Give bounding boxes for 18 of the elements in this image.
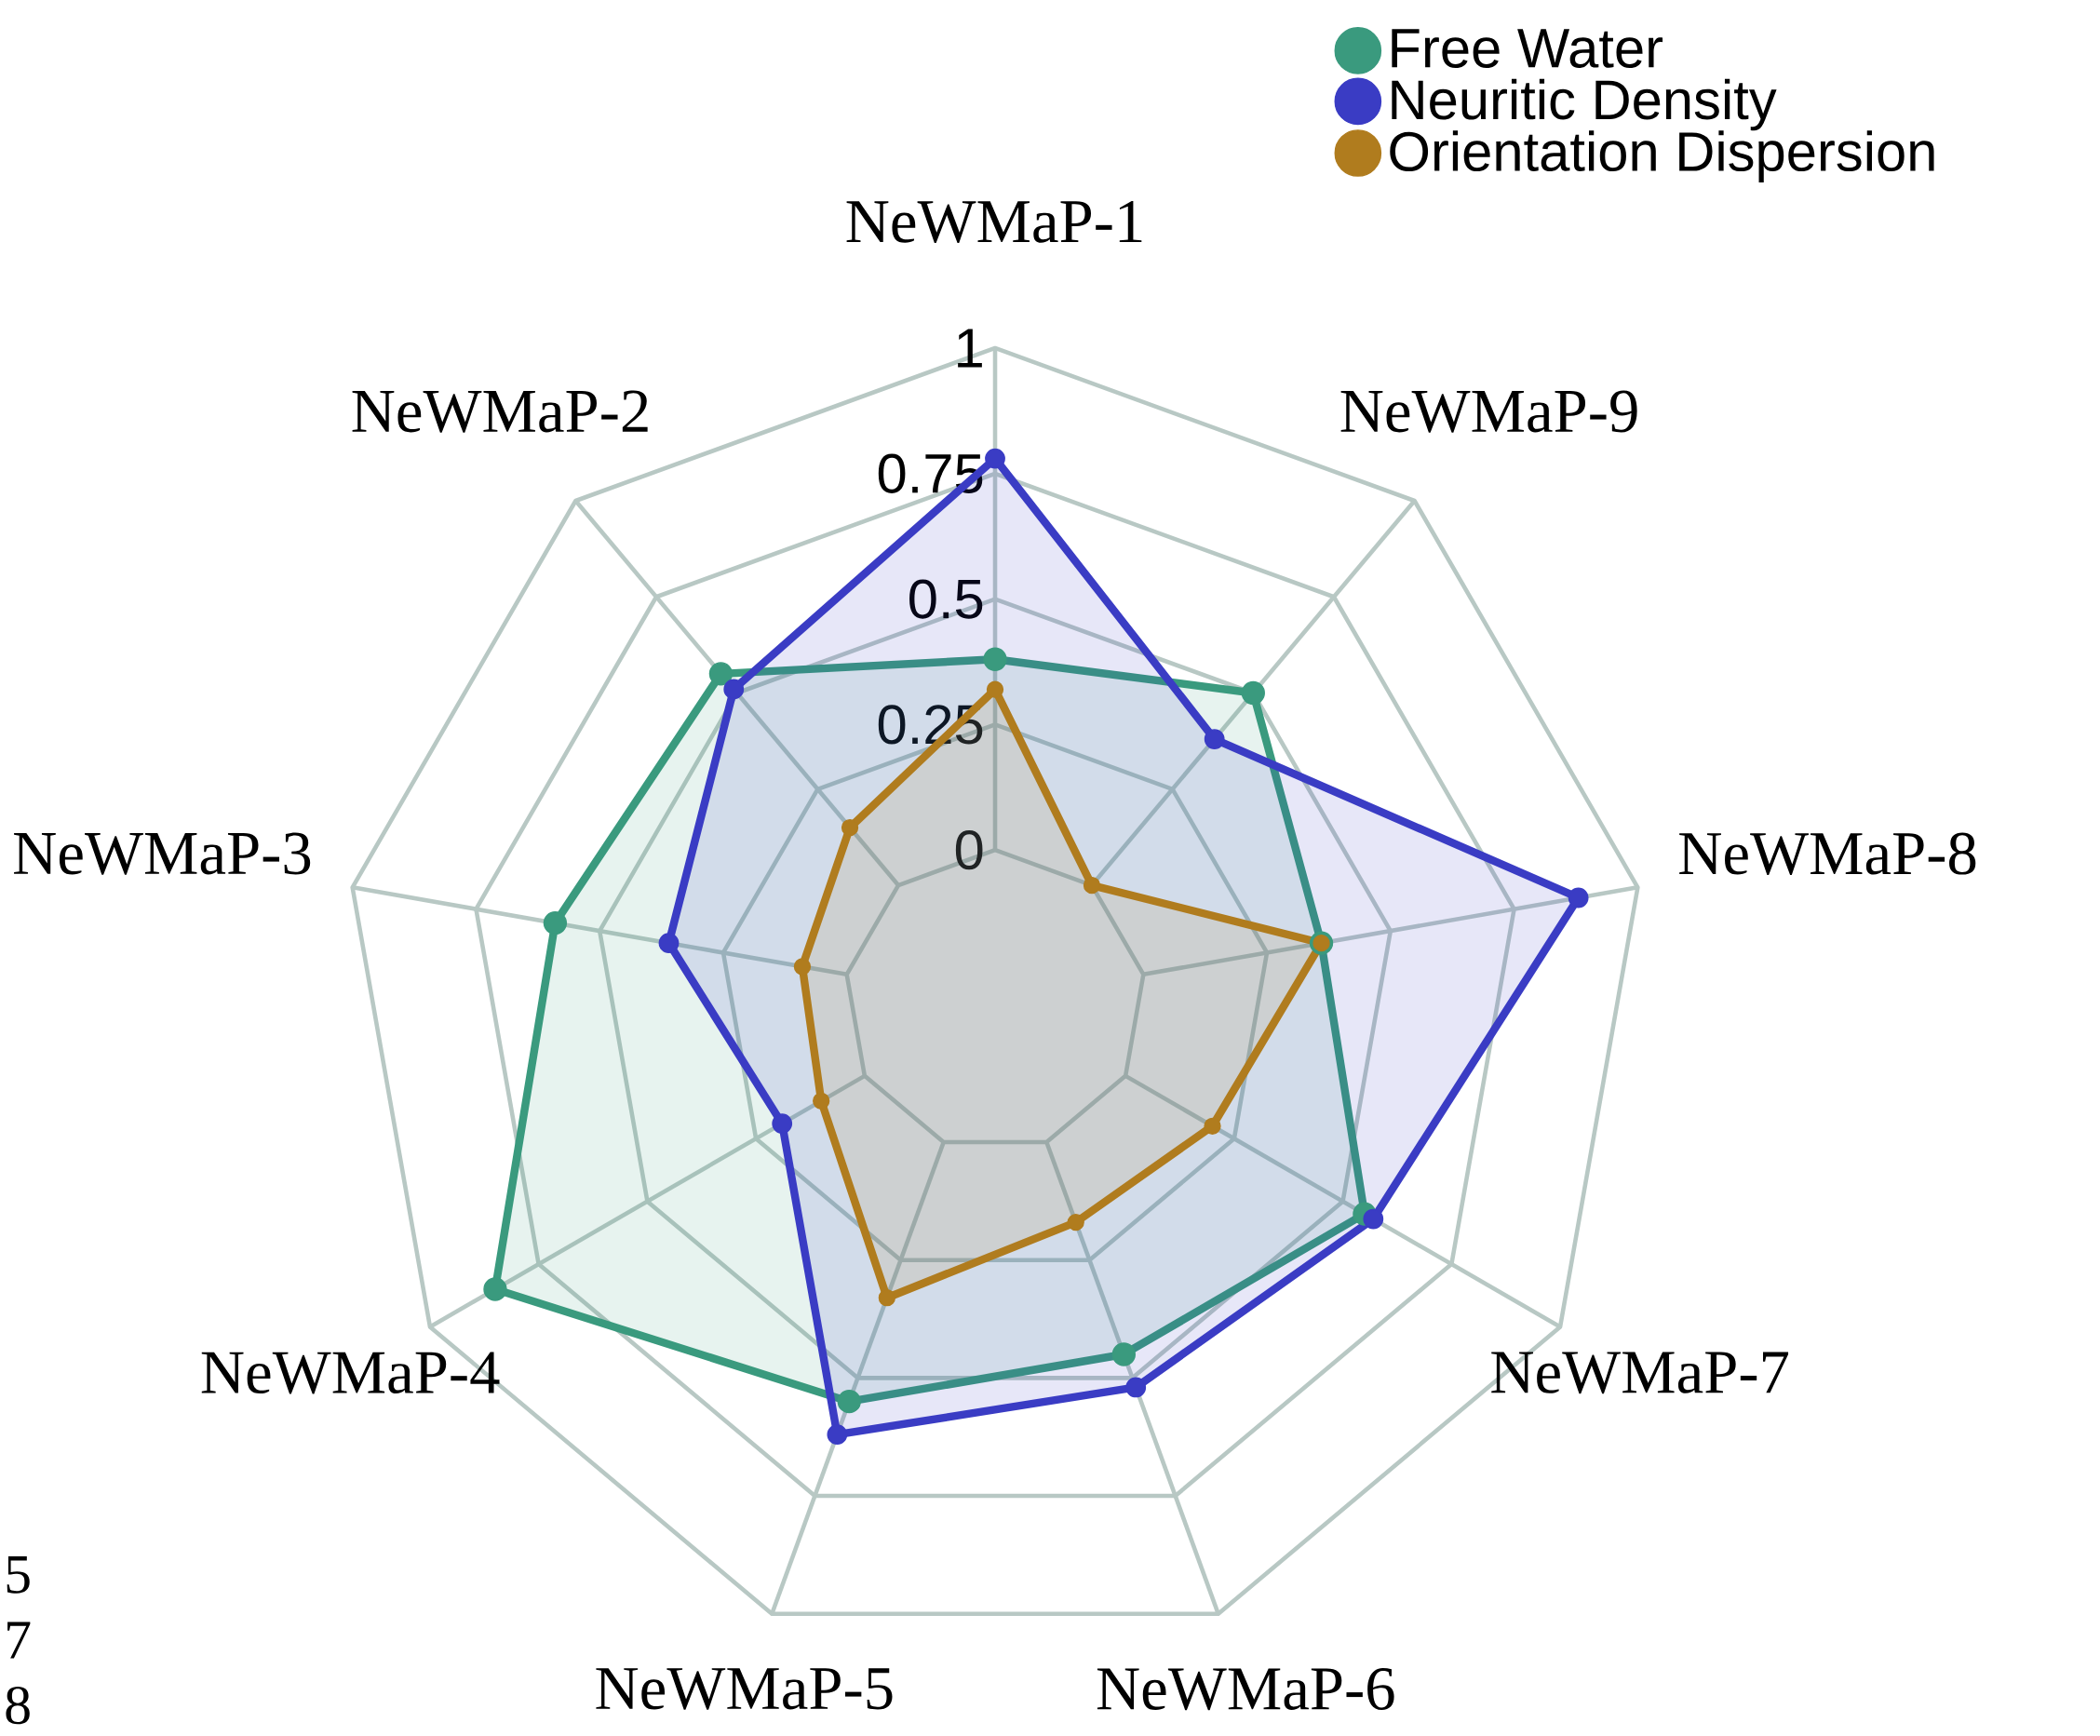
spoke-label: NeWMaP-8 — [1679, 832, 1976, 875]
legend-label: Orientation Dispersion — [1390, 130, 1934, 182]
legend-label: Neuritic Density — [1392, 78, 1777, 131]
text: 7 — [7, 1622, 31, 1659]
y-tick-label: 0 — [955, 830, 983, 870]
spoke-label: NeWMaP-1 — [846, 201, 1142, 244]
spoke-label: NeWMaP-4 — [201, 1352, 500, 1394]
spoke-label: NeWMaP-2 — [352, 390, 648, 433]
text: 5 — [7, 1556, 30, 1594]
y-tick-label: 1 — [958, 329, 982, 368]
spoke-label: NeWMaP-5 — [596, 1668, 893, 1710]
spoke-label: NeWMaP-9 — [1340, 390, 1637, 433]
text: 8 — [6, 1686, 30, 1725]
spoke-label: NeWMaP-7 — [1491, 1352, 1789, 1394]
spoke-label: NeWMaP-3 — [14, 832, 311, 875]
spoke-label: NeWMaP-6 — [1097, 1668, 1394, 1711]
legend-label: Free Water — [1392, 29, 1663, 68]
y-tick-label: 0.5 — [909, 579, 983, 619]
